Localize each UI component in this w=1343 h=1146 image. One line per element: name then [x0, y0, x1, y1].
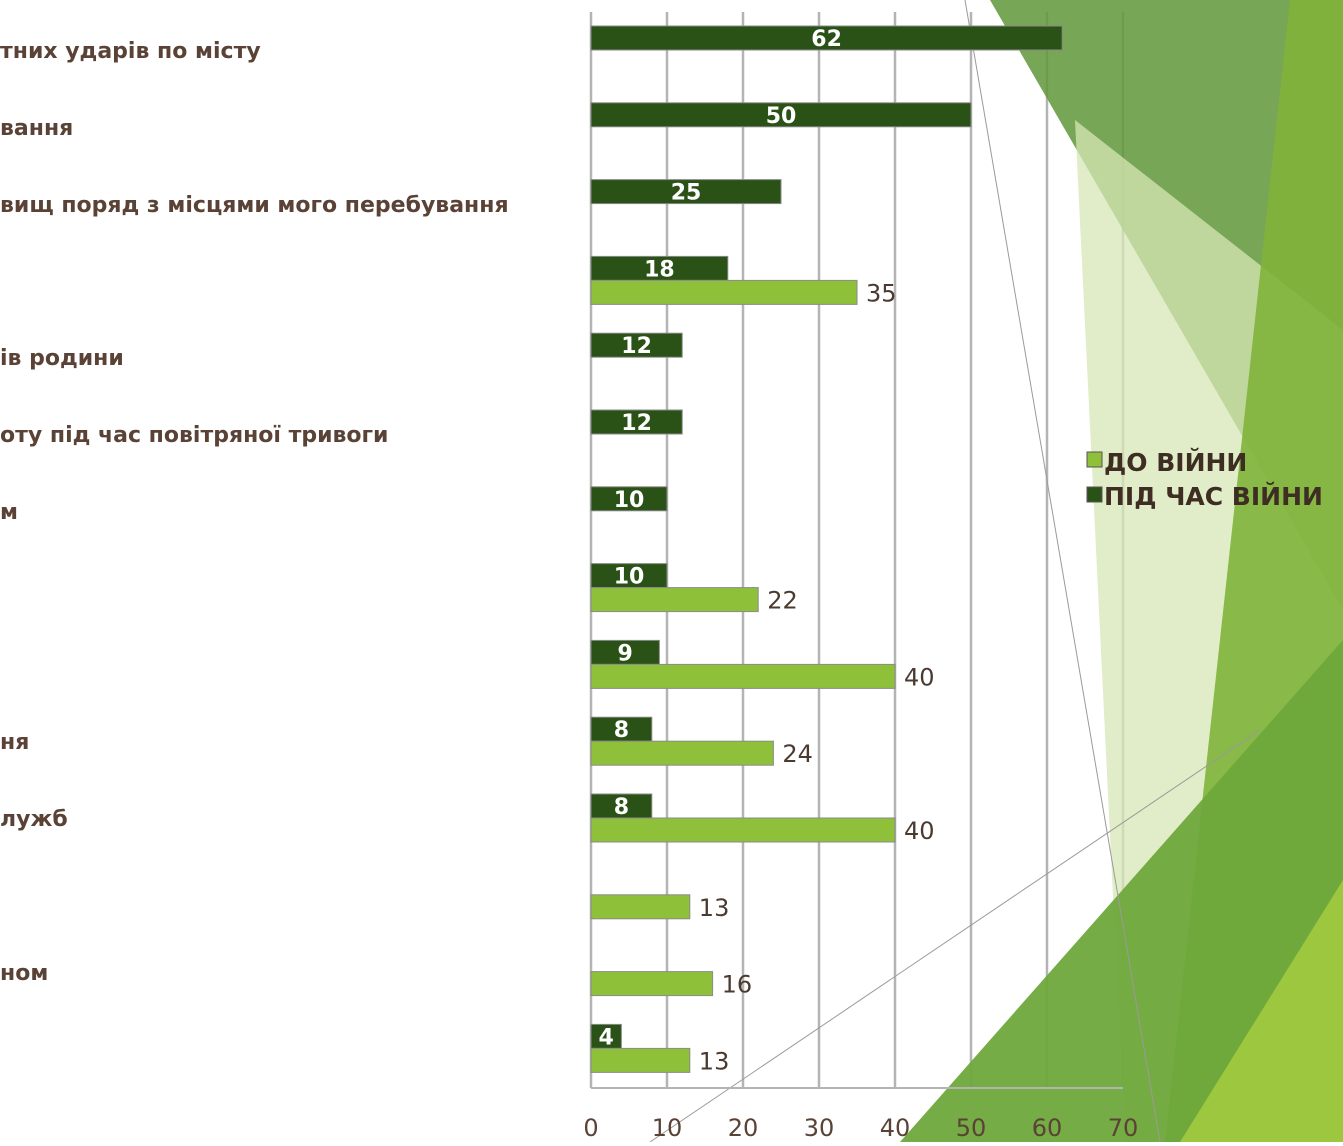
x-tick-label: 0	[583, 1114, 598, 1142]
bar-during-war	[590, 102, 972, 128]
bar-before-war	[590, 817, 896, 843]
data-label-during-war: 18	[644, 257, 675, 282]
legend-label-before-war: ДО ВІЙНИ	[1104, 448, 1247, 477]
background-decoration	[649, 0, 1343, 1143]
data-label-during-war: 25	[671, 181, 702, 206]
bar-during-war	[590, 563, 668, 589]
decor-triangle-big	[900, 640, 1343, 1142]
data-label-before-war: 40	[904, 663, 935, 691]
category-label: лужб	[0, 807, 68, 832]
legend: ДО ВІЙНИ ПІД ЧАС ВІЙНИ	[1086, 448, 1323, 511]
bar-before-war	[590, 894, 691, 920]
bar-during-war	[590, 639, 660, 665]
data-label-before-war: 13	[699, 1047, 730, 1075]
bar-before-war	[590, 971, 714, 997]
data-label-during-war: 4	[599, 1025, 614, 1050]
x-tick-label: 70	[1108, 1114, 1139, 1142]
bar-before-war	[590, 740, 774, 766]
data-label-before-war: 24	[782, 740, 813, 768]
legend-swatch-before-war	[1086, 451, 1103, 468]
data-label-before-war: 22	[767, 587, 798, 615]
x-axis: 0 10 20 30 40 50 60 70	[583, 1087, 1139, 1142]
category-label: ів родини	[0, 346, 124, 372]
bar-before-war	[590, 279, 858, 305]
bar-before-war	[590, 1047, 691, 1073]
legend-label-during-war: ПІД ЧАС ВІЙНИ	[1104, 482, 1323, 511]
bar-during-war	[590, 486, 668, 512]
category-label: ном	[0, 960, 49, 986]
bar-during-war	[590, 179, 782, 205]
bar-before-war	[590, 587, 759, 613]
category-label: оту під час повітряної тривоги	[0, 423, 389, 448]
category-label: вищ поряд з місцями мого перебування	[0, 192, 509, 218]
data-label-during-war: 12	[621, 411, 652, 436]
bar-during-war	[590, 409, 683, 435]
decor-line	[964, 0, 1161, 1143]
category-label: вання	[0, 115, 74, 141]
bars: 62 50 25 18 35 12 12 10 10 22 9 40 8 24 8 40 13 16 4 13	[590, 25, 1063, 1075]
data-label-before-war: 35	[866, 279, 897, 307]
data-label-during-war: 62	[811, 27, 842, 52]
decor-triangle-front	[1180, 880, 1343, 1142]
gridlines	[589, 12, 1125, 1088]
data-label-before-war: 40	[904, 817, 935, 845]
legend-swatch-during-war	[1086, 486, 1103, 503]
data-label-during-war: 12	[621, 334, 652, 359]
data-label-during-war: 8	[614, 795, 629, 820]
data-label-before-war: 16	[722, 971, 753, 999]
bar-during-war	[590, 25, 1063, 51]
x-tick-label: 60	[1032, 1114, 1063, 1142]
bar-during-war	[590, 255, 729, 281]
bar-during-war	[590, 793, 653, 819]
x-tick-label: 10	[652, 1114, 683, 1142]
category-label: тних ударів по місту	[0, 39, 261, 64]
data-label-during-war: 8	[614, 718, 629, 743]
bar-during-war	[590, 1023, 622, 1049]
data-label-during-war: 50	[766, 104, 797, 129]
bar-during-war	[590, 332, 683, 358]
data-label-before-war: 13	[699, 894, 730, 922]
bar-during-war	[590, 716, 653, 742]
bar-before-war	[590, 663, 896, 689]
decor-line	[649, 729, 1261, 1143]
x-tick-label: 40	[880, 1114, 911, 1142]
data-label-during-war: 10	[614, 565, 645, 590]
x-tick-label: 50	[956, 1114, 987, 1142]
category-label: ня	[0, 730, 30, 756]
category-label: м	[0, 499, 18, 525]
x-tick-label: 20	[728, 1114, 759, 1142]
data-label-during-war: 9	[618, 641, 633, 666]
data-label-during-war: 10	[614, 488, 645, 513]
x-tick-label: 30	[804, 1114, 835, 1142]
